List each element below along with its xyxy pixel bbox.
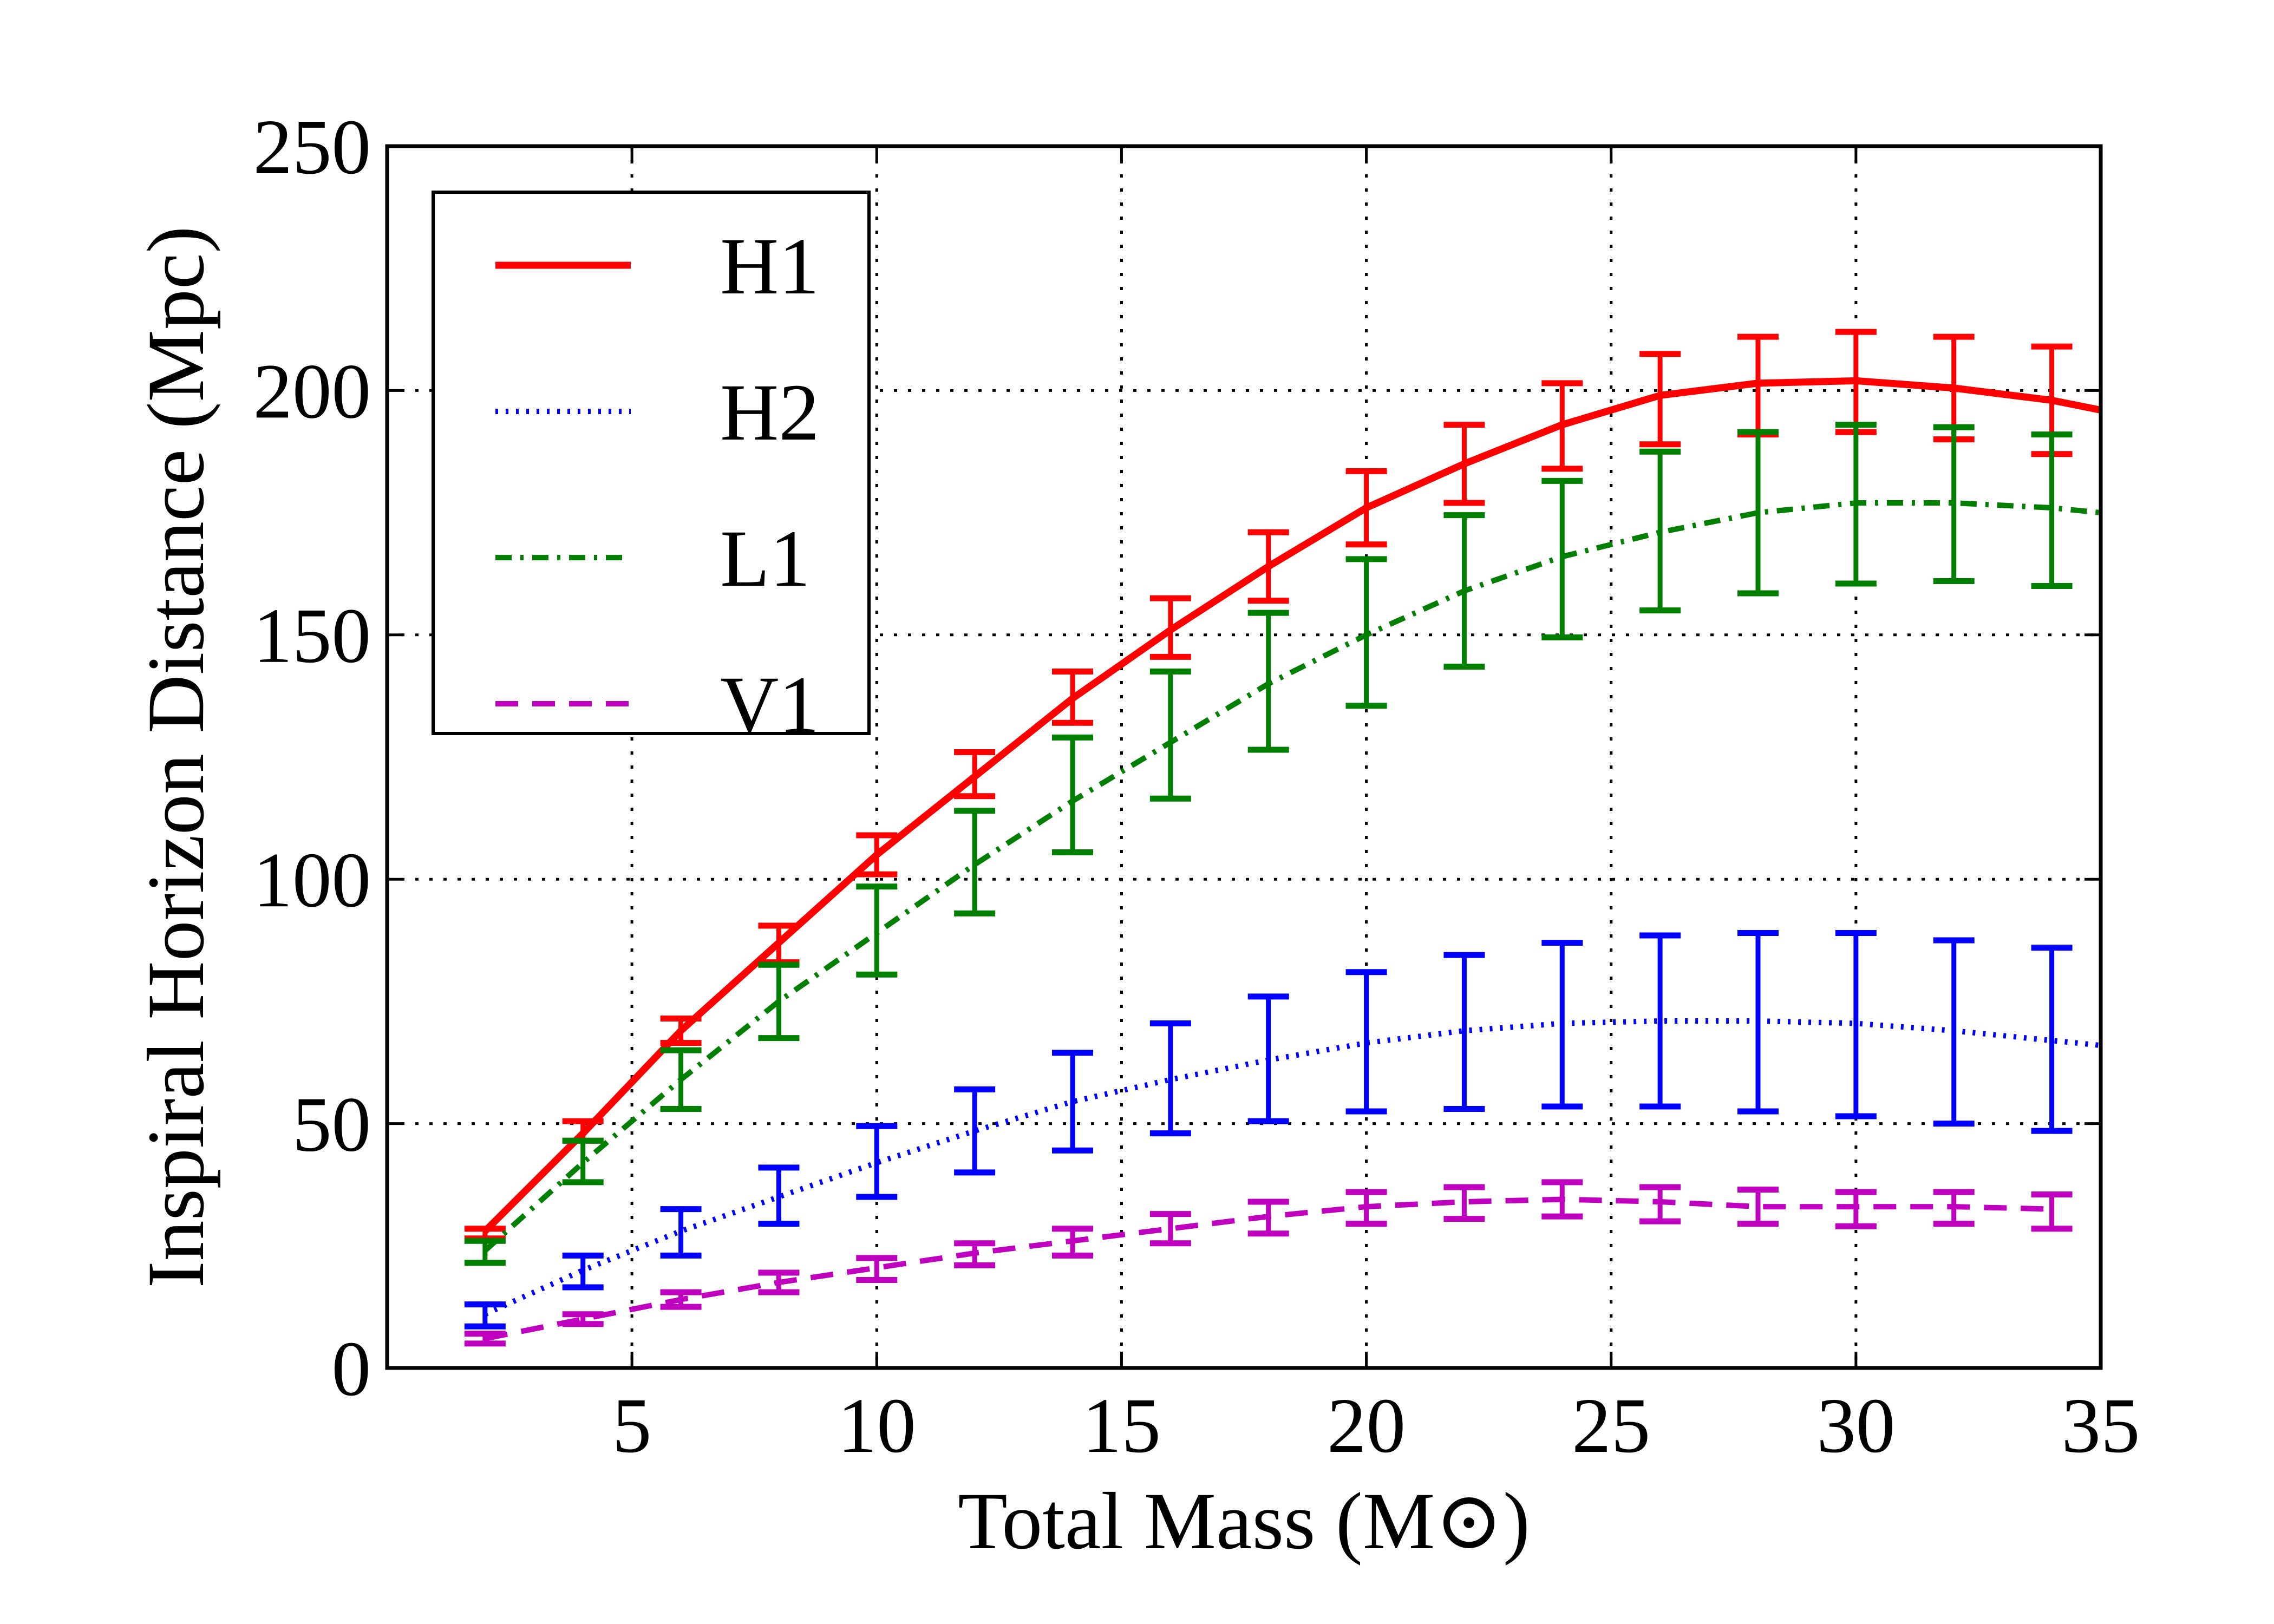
y-tick-label: 0	[332, 1326, 371, 1412]
x-tick-label: 25	[1572, 1383, 1650, 1469]
legend-entries: H1 H2 L1 V1	[495, 221, 819, 750]
x-tick-label: 5	[612, 1383, 652, 1469]
y-tick-label: 50	[292, 1082, 371, 1168]
y-tick-label: 200	[253, 348, 371, 435]
legend-entry-v1: V1	[495, 660, 819, 750]
error-bar	[954, 808, 996, 916]
error-bar	[1149, 1020, 1191, 1137]
error-bar	[1639, 448, 1681, 614]
x-tick-label: 35	[2062, 1383, 2140, 1469]
error-bar	[758, 1164, 800, 1227]
error-bar	[954, 1086, 996, 1176]
error-bar	[1933, 424, 1975, 584]
error-bar	[1345, 969, 1387, 1115]
error-bar	[758, 961, 800, 1042]
error-bar	[1247, 993, 1289, 1124]
x-axis-label: Total Mass (M⊙)	[958, 1476, 1530, 1566]
error-bar	[1052, 1050, 1093, 1154]
legend: H1 H2 L1 V1	[432, 191, 871, 750]
error-bar	[856, 1123, 898, 1200]
error-bar	[464, 1237, 506, 1266]
y-tick-label: 150	[253, 593, 371, 679]
series-h1	[464, 329, 2102, 1242]
x-tick-label: 20	[1327, 1383, 1406, 1469]
series-v1	[464, 1179, 2073, 1347]
legend-label: V1	[720, 660, 819, 750]
error-bar	[1737, 429, 1779, 597]
x-tick-label: 10	[838, 1383, 916, 1469]
error-bar	[562, 1252, 604, 1291]
error-bar	[562, 1137, 604, 1186]
legend-label: L1	[720, 514, 811, 604]
error-bar	[1149, 669, 1191, 802]
legend-label: H1	[720, 221, 819, 311]
error-bar	[856, 1255, 898, 1283]
error-bar	[464, 1301, 506, 1330]
error-bar	[660, 1206, 702, 1259]
error-bar	[1639, 932, 1681, 1110]
error-bar	[1835, 930, 1877, 1119]
y-axis-label: Inspiral Horizon Distance (Mpc)	[131, 226, 221, 1288]
legend-entry-h2: H2	[495, 368, 819, 457]
axis-ticks: 5 10 15 20 25 30 35 0 50 100 150 200 250	[253, 104, 2140, 1469]
error-bar	[1737, 1186, 1779, 1227]
legend-entry-l1: L1	[495, 514, 811, 604]
error-bar	[1149, 1211, 1191, 1247]
error-bar	[2031, 431, 2073, 590]
error-bar	[1052, 734, 1093, 856]
series-line-h2	[483, 1018, 2101, 1317]
series-h2	[464, 930, 2101, 1330]
series-l1	[464, 422, 2101, 1266]
y-tick-label: 100	[253, 837, 371, 924]
error-bar	[1443, 952, 1485, 1112]
series-line-h1	[482, 377, 2102, 1234]
error-bar	[1443, 1184, 1485, 1222]
error-bar	[2031, 1191, 2073, 1232]
error-bar	[2031, 945, 2073, 1134]
y-tick-label: 250	[253, 104, 371, 191]
series-line-v1	[484, 1196, 2052, 1341]
legend-entry-h1: H1	[495, 221, 819, 311]
legend-label: H2	[720, 368, 819, 457]
plot-series	[464, 329, 2102, 1347]
x-tick-label: 15	[1082, 1383, 1161, 1469]
x-tick-label: 30	[1816, 1383, 1895, 1469]
legend-box	[432, 191, 871, 735]
axes-frame	[385, 144, 2103, 1370]
